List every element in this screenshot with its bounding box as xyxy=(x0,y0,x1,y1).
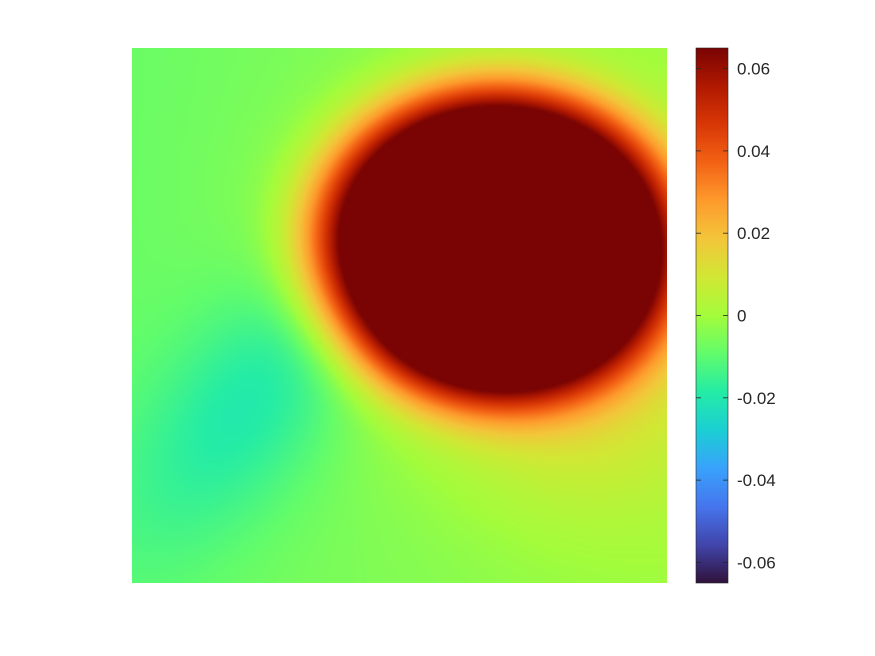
colorbar-tick-label: 0.02 xyxy=(737,224,770,243)
colorbar-ticks: 0.06 0.04 0.02 0 -0.02 -0.04 -0.06 xyxy=(696,60,776,572)
colorbar-gradient xyxy=(696,48,728,583)
colorbar-tick-label: -0.06 xyxy=(737,553,776,572)
colorbar: 0.06 0.04 0.02 0 -0.02 -0.04 -0.06 xyxy=(695,47,776,584)
heatmap-axes xyxy=(132,48,667,583)
colorbar-tick-label: 0.06 xyxy=(737,60,770,79)
colorbar-tick-label: 0 xyxy=(737,307,746,326)
colorbar-tick-label: -0.04 xyxy=(737,471,776,490)
heatmap-field xyxy=(132,48,667,583)
colorbar-tick-label: 0.04 xyxy=(737,142,770,161)
colorbar-tick-label: -0.02 xyxy=(737,389,776,408)
